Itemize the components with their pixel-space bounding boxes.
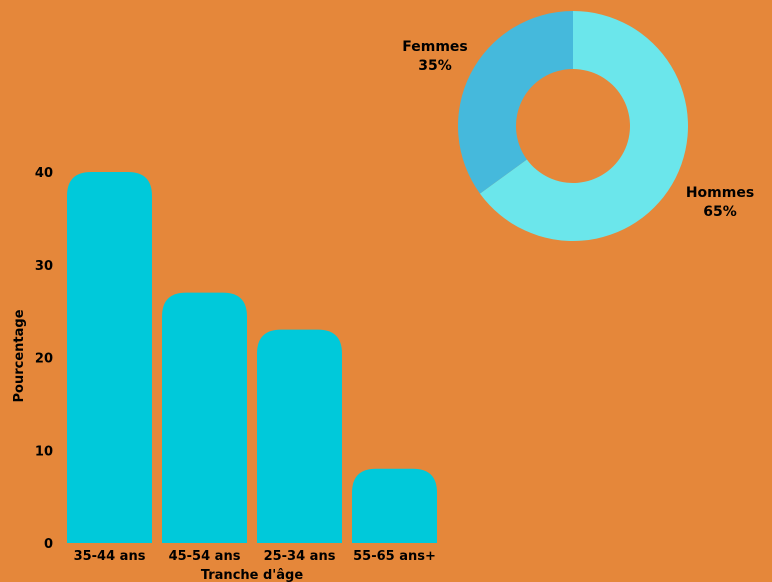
y-axis-label: Pourcentage bbox=[12, 309, 27, 402]
y-axis-ticks: 0 10 20 30 40 bbox=[35, 166, 53, 552]
x-tick-label: 55-65 ans+ bbox=[353, 549, 436, 564]
donut-slice-femmes bbox=[458, 11, 573, 194]
y-tick-label: 10 bbox=[35, 444, 53, 459]
donut-percent-hommes: 65% bbox=[703, 204, 737, 220]
bars bbox=[67, 172, 437, 543]
y-tick-label: 0 bbox=[44, 537, 53, 552]
donut-percent-femmes: 35% bbox=[418, 58, 452, 74]
gender-donut-chart: Hommes 65% Femmes 35% bbox=[402, 11, 754, 242]
donut-labels: Hommes 65% Femmes 35% bbox=[402, 39, 754, 220]
x-tick-label: 25-34 ans bbox=[264, 549, 336, 564]
bar-45-54-ans bbox=[162, 292, 247, 543]
x-axis-label: Tranche d'âge bbox=[201, 568, 304, 582]
donut-label-hommes: Hommes bbox=[686, 185, 754, 201]
donut-label-femmes: Femmes bbox=[402, 39, 468, 55]
y-tick-label: 30 bbox=[35, 259, 53, 274]
x-tick-label: 35-44 ans bbox=[74, 549, 146, 564]
y-tick-label: 40 bbox=[35, 166, 53, 181]
donut-slice-hommes bbox=[479, 11, 689, 242]
y-tick-label: 20 bbox=[35, 352, 53, 367]
bar-35-44-ans bbox=[67, 172, 152, 543]
x-axis-ticks: 35-44 ans 45-54 ans 25-34 ans 55-65 ans+ bbox=[74, 549, 436, 564]
x-tick-label: 45-54 ans bbox=[169, 549, 241, 564]
bar-25-34-ans bbox=[257, 329, 342, 543]
donut-slices bbox=[458, 11, 689, 242]
age-bar-chart: 0 10 20 30 40 35-44 ans 45-54 ans 25-34 ans 55-… bbox=[12, 166, 437, 582]
bar-55-65-ans bbox=[352, 468, 437, 543]
